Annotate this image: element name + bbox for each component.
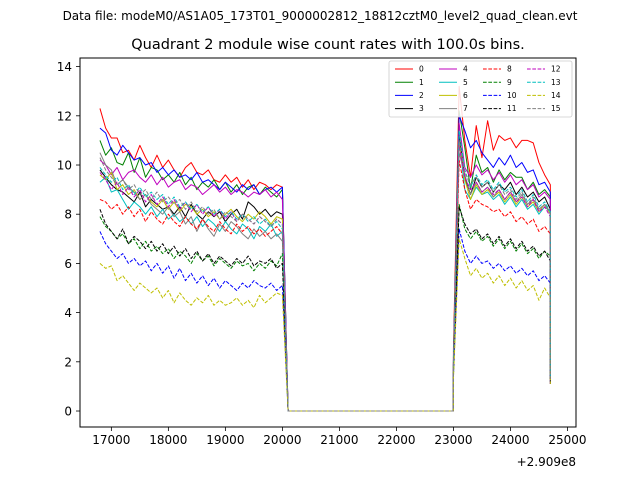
axes-frame <box>79 57 577 428</box>
series-line-11 <box>99 206 551 412</box>
plot-lines <box>99 85 551 412</box>
series-line-0 <box>99 85 551 412</box>
x-tick-label: 20000 <box>263 433 301 447</box>
x-tick-label: 17000 <box>92 433 130 447</box>
series-line-15 <box>99 139 551 412</box>
legend-label-7: 7 <box>463 104 468 113</box>
legend-label-9: 9 <box>507 78 512 87</box>
legend-label-5: 5 <box>463 78 468 87</box>
legend-label-13: 13 <box>551 78 561 87</box>
y-tick-label: 14 <box>57 60 72 74</box>
y-tick-label: 4 <box>64 306 72 320</box>
x-tick-label: 25000 <box>548 433 586 447</box>
x-axis: 17000 18000 19000 20000 21000 22000 23000 24000… <box>92 427 587 447</box>
x-tick-label: 22000 <box>377 433 415 447</box>
x-tick-label: 24000 <box>491 433 529 447</box>
legend-label-14: 14 <box>551 91 561 100</box>
x-axis-offset-label: +2.909e8 <box>517 455 576 469</box>
y-tick-label: 8 <box>64 208 72 222</box>
series-line-8 <box>99 159 551 412</box>
y-tick-label: 12 <box>57 109 72 123</box>
legend-box <box>388 60 573 118</box>
legend-label-1: 1 <box>419 78 424 87</box>
legend-label-2: 2 <box>419 91 424 100</box>
series-line-9 <box>99 203 551 412</box>
legend-label-3: 3 <box>419 104 424 113</box>
series-line-14 <box>99 238 551 412</box>
legend-label-10: 10 <box>507 91 517 100</box>
series-line-6 <box>99 142 551 412</box>
x-tick-label: 23000 <box>434 433 472 447</box>
figure-suptitle: Data file: modeM0/AS1A05_173T01_90000028… <box>63 9 578 23</box>
legend-label-15: 15 <box>551 104 561 113</box>
series-line-10 <box>99 228 551 412</box>
legend-label-11: 11 <box>507 104 517 113</box>
y-tick-label: 6 <box>64 257 72 271</box>
legend-label-8: 8 <box>507 65 512 74</box>
x-tick-label: 18000 <box>149 433 187 447</box>
legend-label-6: 6 <box>463 91 468 100</box>
series-line-1 <box>99 110 551 412</box>
chart-title: Quadrant 2 module wise count rates with … <box>131 37 525 53</box>
y-tick-label: 0 <box>64 405 72 419</box>
legend-label-0: 0 <box>419 65 424 74</box>
legend-label-4: 4 <box>463 65 468 74</box>
x-tick-label: 21000 <box>320 433 358 447</box>
x-tick-label: 19000 <box>206 433 244 447</box>
y-tick-label: 10 <box>57 159 72 173</box>
series-line-13 <box>99 130 551 412</box>
series-line-4 <box>99 122 551 412</box>
y-axis: 0 2 4 6 8 10 12 14 <box>57 60 80 419</box>
legend-label-12: 12 <box>551 65 561 74</box>
y-tick-label: 2 <box>64 355 72 369</box>
series-line-2 <box>99 115 551 412</box>
